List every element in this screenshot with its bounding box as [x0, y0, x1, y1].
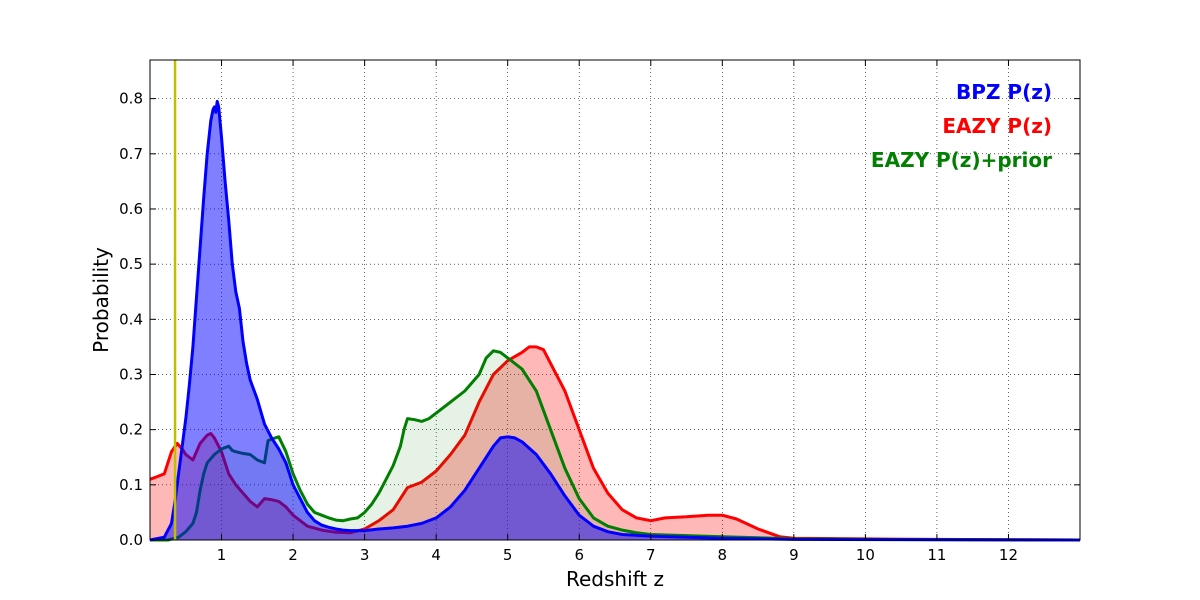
x-tick-label: 6 — [574, 546, 584, 564]
y-tick-label: 0.8 — [119, 90, 143, 108]
x-tick-label: 11 — [927, 546, 946, 564]
plot-frame — [149, 59, 1081, 541]
ticks: 1 2 3 4 5 6 7 8 9 10 11 120.00.10.20.30.40.50.60.70… — [119, 60, 1080, 564]
x-tick-label: 9 — [789, 546, 799, 564]
plot-background — [150, 60, 1080, 540]
x-tick-label: 3 — [360, 546, 370, 564]
x-tick-label: 12 — [999, 546, 1018, 564]
y-tick-label: 0.0 — [119, 531, 143, 549]
x-tick-label: 4 — [431, 546, 441, 564]
series-line-bpz-p-z — [149, 99, 1081, 542]
legend: BPZ P(z) EAZY P(z) EAZY P(z)+prior — [871, 80, 1052, 172]
x-tick-label: 8 — [718, 546, 728, 564]
y-tick-label: 0.4 — [119, 310, 143, 328]
y-tick-label: 0.2 — [119, 421, 143, 439]
x-tick-label: 7 — [646, 546, 656, 564]
x-axis-label: Redshift z — [566, 567, 664, 591]
y-tick-label: 0.6 — [119, 200, 143, 218]
x-tick-label: 10 — [856, 546, 875, 564]
legend-bpz: BPZ P(z) — [956, 80, 1052, 104]
legend-eazy: EAZY P(z) — [942, 114, 1052, 138]
series-area-eazy-p-z-prior — [150, 350, 1080, 540]
y-tick-label: 0.3 — [119, 365, 143, 383]
x-tick-label: 1 — [217, 546, 227, 564]
y-axis-label: Probability — [89, 247, 113, 353]
series-area-bpz-p-z — [150, 101, 1080, 541]
y-tick-label: 0.7 — [119, 145, 143, 163]
x-tick-label: 2 — [288, 546, 298, 564]
y-tick-label: 0.1 — [119, 476, 143, 494]
series-layer — [149, 99, 1081, 542]
y-tick-label: 0.5 — [119, 255, 143, 273]
x-tick-label: 5 — [503, 546, 513, 564]
grid — [150, 60, 1080, 540]
legend-eazy-prior: EAZY P(z)+prior — [871, 148, 1052, 172]
